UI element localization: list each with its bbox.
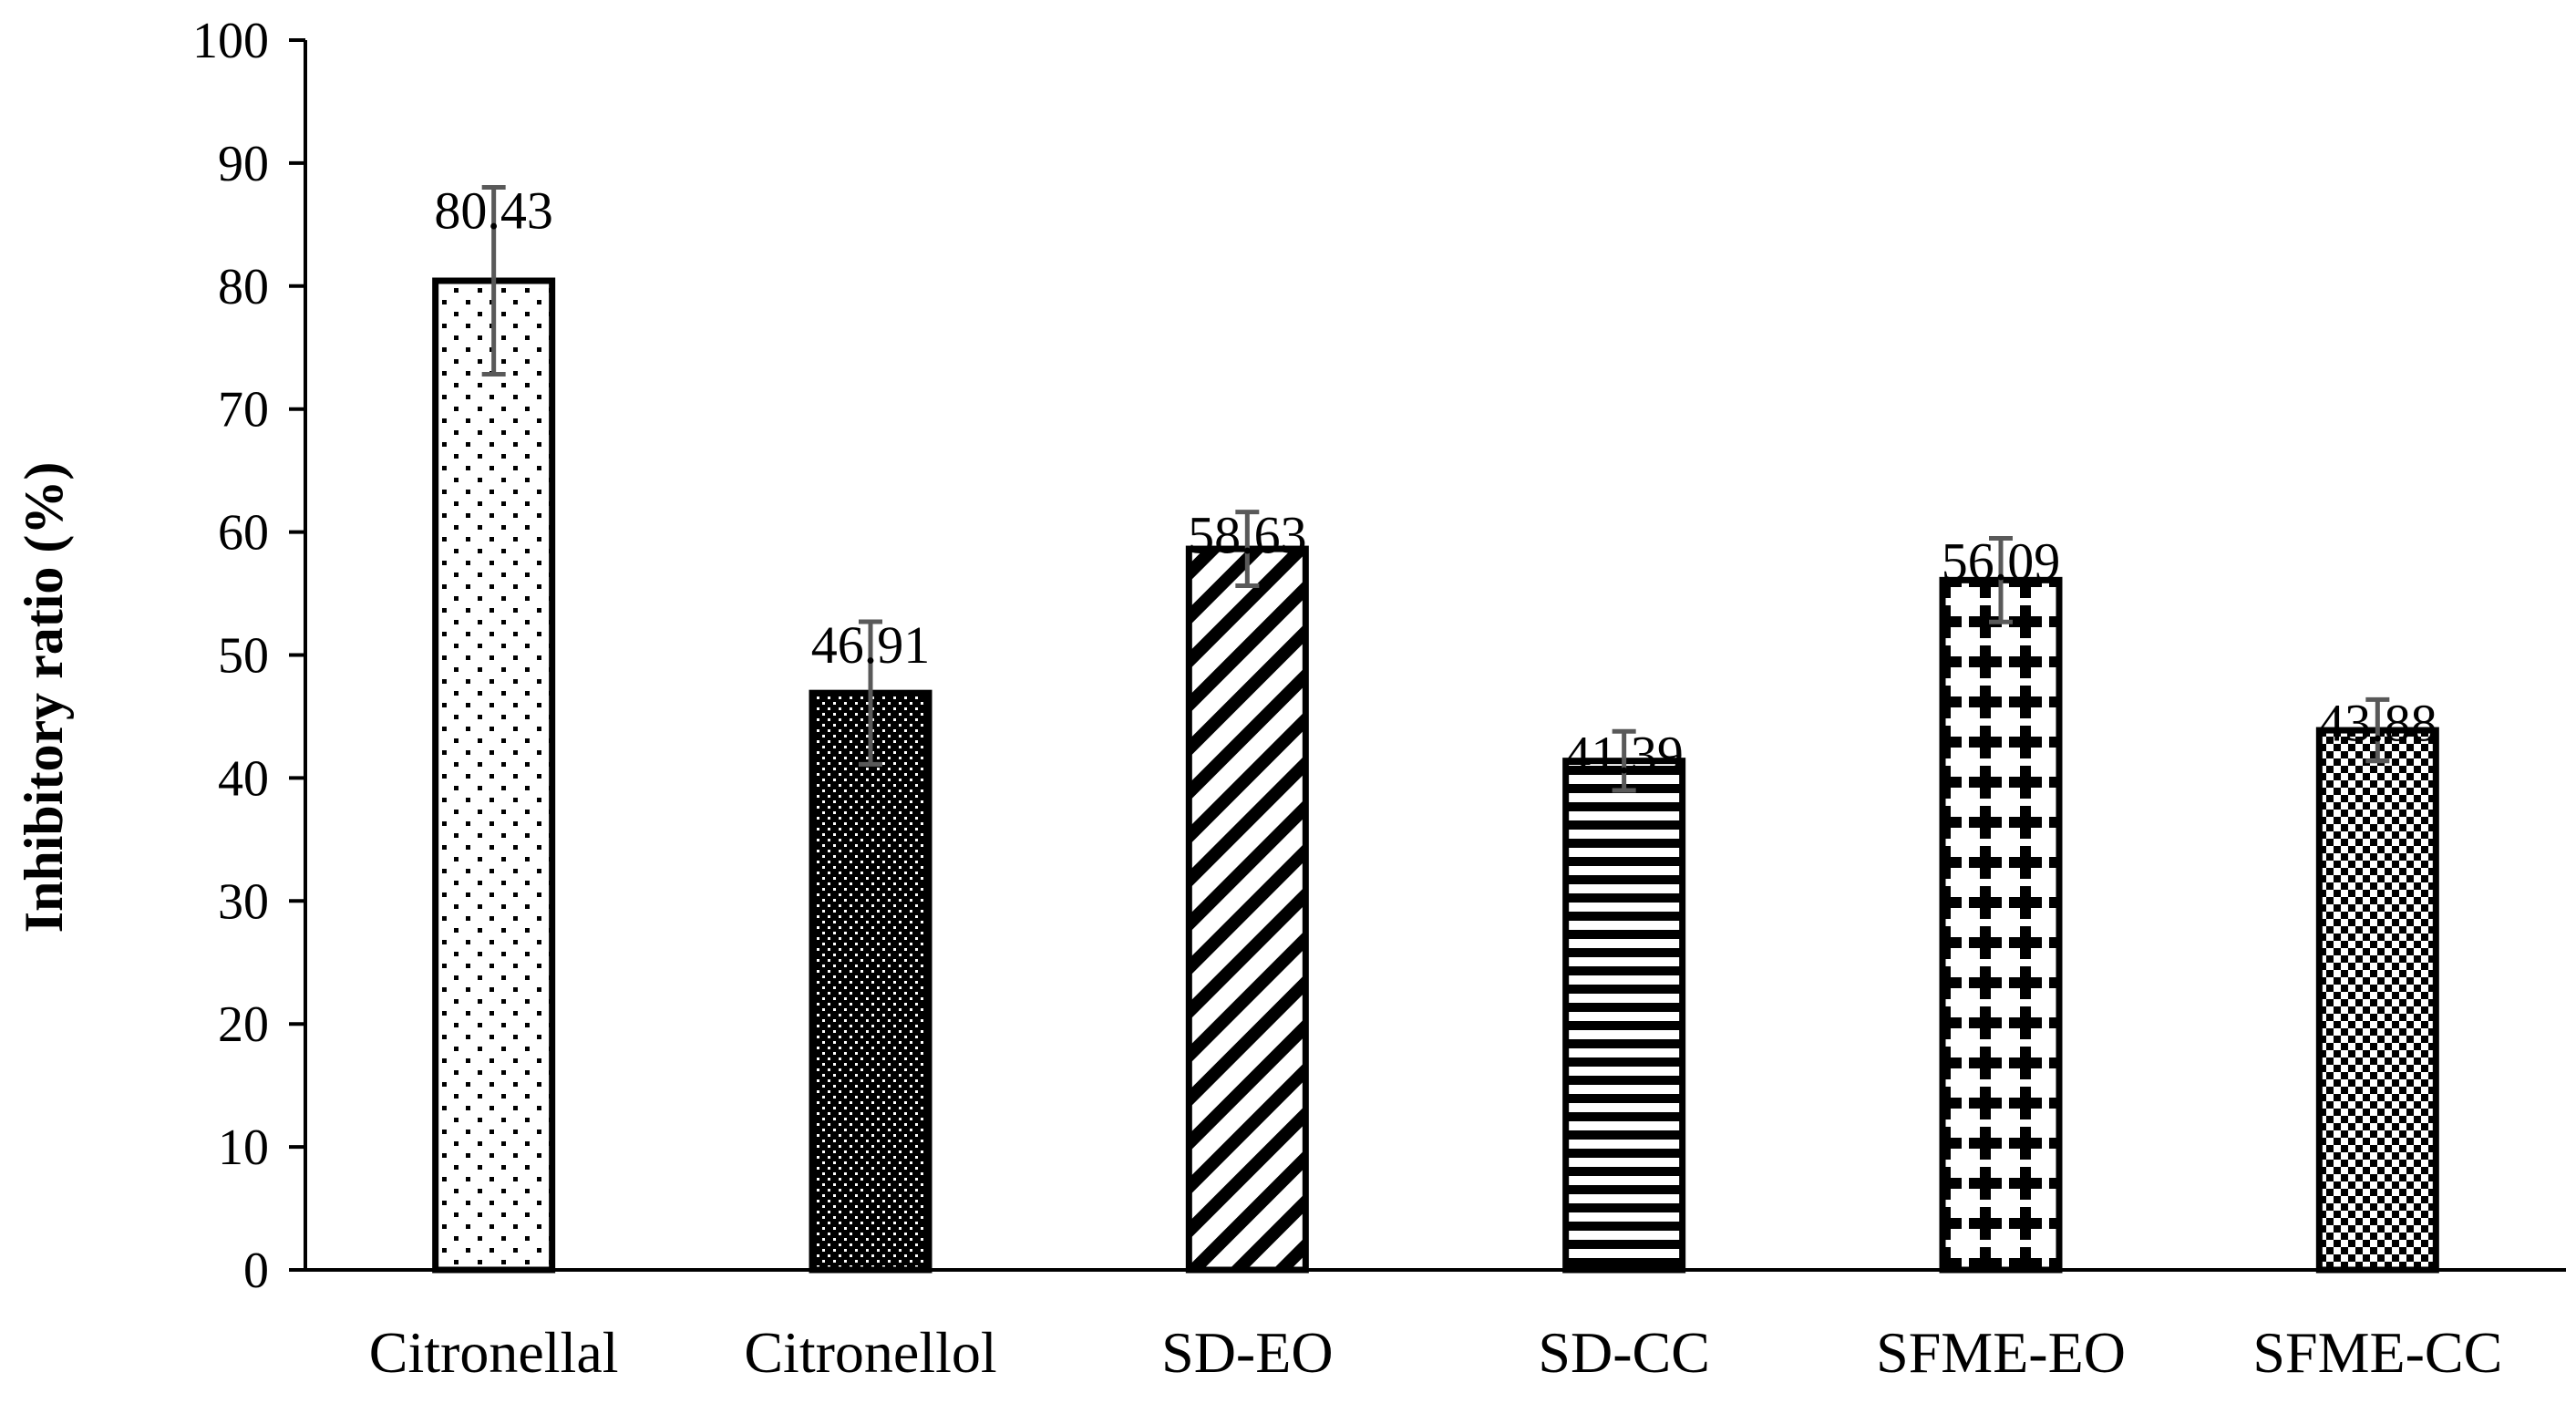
data-label-citronellol: 46.91: [811, 615, 931, 675]
data-label-sfme-eo: 56.09: [1942, 531, 2061, 591]
category-label-sd-cc: SD-CC: [1538, 1320, 1710, 1385]
data-label-sfme-cc: 43.88: [2318, 693, 2437, 752]
bar-sfme-eo: [1939, 576, 2063, 1274]
category-label-sd-eo: SD-EO: [1161, 1320, 1333, 1385]
data-labels-group: 80.43 46.91 58.63 41.39 56.09 43.88: [434, 181, 2437, 784]
y-tick-label: 70: [218, 382, 269, 438]
bar-sd-cc: [1562, 758, 1686, 1274]
y-tick-label: 50: [218, 628, 269, 685]
data-label-sd-cc: 41.39: [1564, 725, 1684, 784]
bar-sfme-cc: [2315, 727, 2439, 1274]
data-label-sd-eo: 58.63: [1188, 506, 1307, 565]
y-tick-label: 100: [192, 13, 269, 69]
y-tick-label: 20: [218, 996, 269, 1053]
y-axis-title: Inhibitory ratio (%): [14, 462, 74, 934]
error-bars-group: [481, 184, 2390, 793]
bar-citronellal: [432, 277, 556, 1274]
category-label-citronellal: Citronellal: [369, 1320, 619, 1385]
y-tick-label: 30: [218, 873, 269, 930]
y-tick-label: 40: [218, 750, 269, 807]
y-tick-label: 80: [218, 259, 269, 315]
bar-sd-eo: [1185, 545, 1309, 1274]
category-labels-group: Citronellal Citronellol SD-EO SD-CC SFME-EO S…: [369, 1320, 2502, 1385]
bar-citronellol: [809, 689, 933, 1274]
bars-group: [432, 277, 2439, 1274]
category-label-sfme-cc: SFME-CC: [2252, 1320, 2502, 1385]
category-label-citronellol: Citronellol: [744, 1320, 996, 1385]
y-tick-label: 10: [218, 1119, 269, 1176]
y-tick-label: 0: [243, 1243, 269, 1299]
y-axis-ticks: 0 10 20 30 40 50 60 70 80 90 100: [192, 13, 305, 1299]
category-label-sfme-eo: SFME-EO: [1876, 1320, 2126, 1385]
y-tick-label: 90: [218, 136, 269, 192]
y-tick-label: 60: [218, 505, 269, 562]
data-label-citronellal: 80.43: [434, 181, 553, 240]
